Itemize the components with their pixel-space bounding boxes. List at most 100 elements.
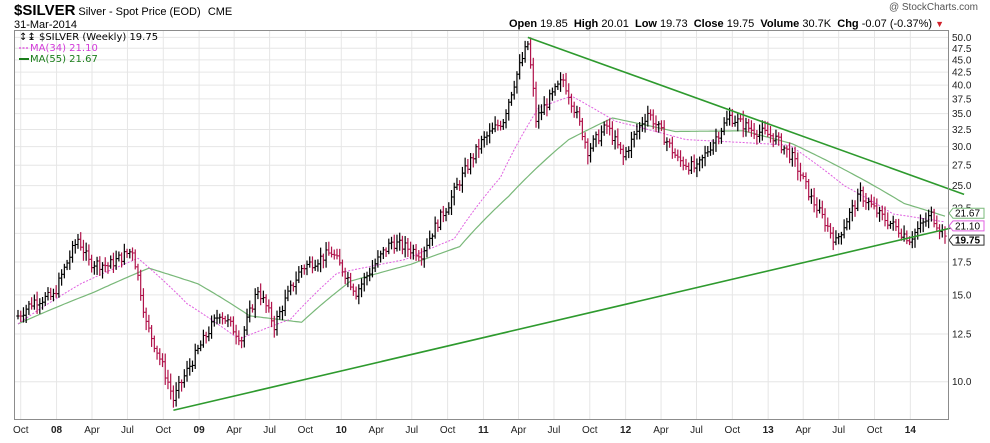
price-bar [97,256,102,276]
price-label-box [948,207,985,219]
price-bar [596,129,601,145]
price-bar [258,283,263,306]
price-bar [223,315,228,324]
price-bar [586,138,590,165]
price-label-ma34: 21.10 [948,220,985,232]
price-bar [795,152,800,181]
price-bar [234,324,238,345]
price-bar [354,286,358,300]
change-label: Chg [837,18,859,30]
grid [15,31,948,419]
price-bar [577,107,582,126]
price-bar [387,238,391,255]
price-bar [485,131,489,146]
price-bar [321,253,326,269]
x-tick-label: Jul [405,425,418,436]
price-bar [168,373,173,400]
change-value: -0.07 (-0.37%) [861,18,933,30]
price-bar [812,187,816,213]
y-tick-label: 12.5 [952,329,972,340]
y-tick-label: 10.0 [952,377,972,388]
price-bar [785,145,789,158]
price-bar [117,251,121,262]
x-tick-label: Apr [795,425,811,436]
price-bar [918,214,923,233]
price-bar [616,128,620,149]
price-bar [804,172,808,190]
ma34-line [17,95,946,340]
price-bar [182,369,187,388]
price-bar [89,254,94,273]
legend-ma55-label: MA(55) 21.67 [30,54,98,65]
price-bar [283,289,287,317]
price-bar [193,343,198,370]
price-bar [755,130,759,145]
price-bar [605,119,609,134]
x-tick-label: 08 [51,425,63,436]
ohlc-bar-icon: ↕↨ [19,32,36,43]
price-bar [177,375,181,399]
y-tick-label: 47.5 [952,44,972,55]
price-bar [512,80,517,100]
price-bar [828,223,833,239]
trendline [173,224,965,412]
price-bar [299,265,304,278]
price-bar [73,239,78,254]
ma55-path [17,117,946,325]
price-bar [626,146,631,159]
y-tick-label: 45.0 [952,55,972,66]
price-label-box [948,220,985,232]
price-bar [351,283,356,296]
price-label-ma55: 21.67 [948,207,985,220]
price-bar [57,272,61,298]
price-bar [237,330,241,346]
price-bar [602,121,606,136]
price-bar [76,234,80,249]
price-bar [365,271,369,286]
price-bar [43,292,48,306]
price-label-text: 21.67 [955,209,980,220]
price-bar [624,146,628,161]
price-bar [864,192,868,210]
price-bar [384,247,388,257]
price-bar [924,212,928,227]
x-tick-label: Jul [690,425,703,436]
price-bar [362,272,367,292]
price-bar [894,218,898,232]
price-bar [201,329,206,348]
price-label-box [948,234,985,246]
ma34-path [17,95,946,340]
price-bar [190,360,195,372]
y-tick-label: 30.0 [952,142,972,153]
legend-ma34: MA(34) 21.10 [19,43,158,54]
price-bar [277,306,282,320]
price-bar [684,158,688,170]
price-bar [891,215,895,231]
price-bar [774,129,778,145]
price-bar [877,206,882,222]
price-bar [678,150,683,167]
price-bar [149,325,154,347]
price-bar [926,209,931,229]
x-tick-label: Jul [548,425,561,436]
price-bar [114,250,118,270]
price-bar [929,206,934,222]
ohlc-readout: Open 19.85 High 20.01 Low 19.73 Close 19… [509,18,944,30]
price-bar [801,172,806,180]
price-bar [913,228,917,248]
price-bars [16,37,947,408]
x-tick-label: 14 [905,425,917,436]
x-tick-label: Apr [511,425,527,436]
close-value: 19.75 [726,18,755,30]
x-tick-label: 10 [336,425,348,436]
x-tick-label: Apr [84,425,100,436]
symbol-description: Silver - Spot Price (EOD) [78,6,201,18]
trendlines [173,36,965,412]
ma55-swatch-icon [19,54,29,65]
price-bar [414,244,418,261]
legend-ma34-label: MA(34) 21.10 [30,43,98,54]
price-bar [460,166,465,193]
x-axis-labels: Oct 08 Apr Jul Oct 09 Apr Jul Oct 10 Apr Jul Oct 11 Ap… [13,425,916,436]
price-bar [825,217,830,232]
